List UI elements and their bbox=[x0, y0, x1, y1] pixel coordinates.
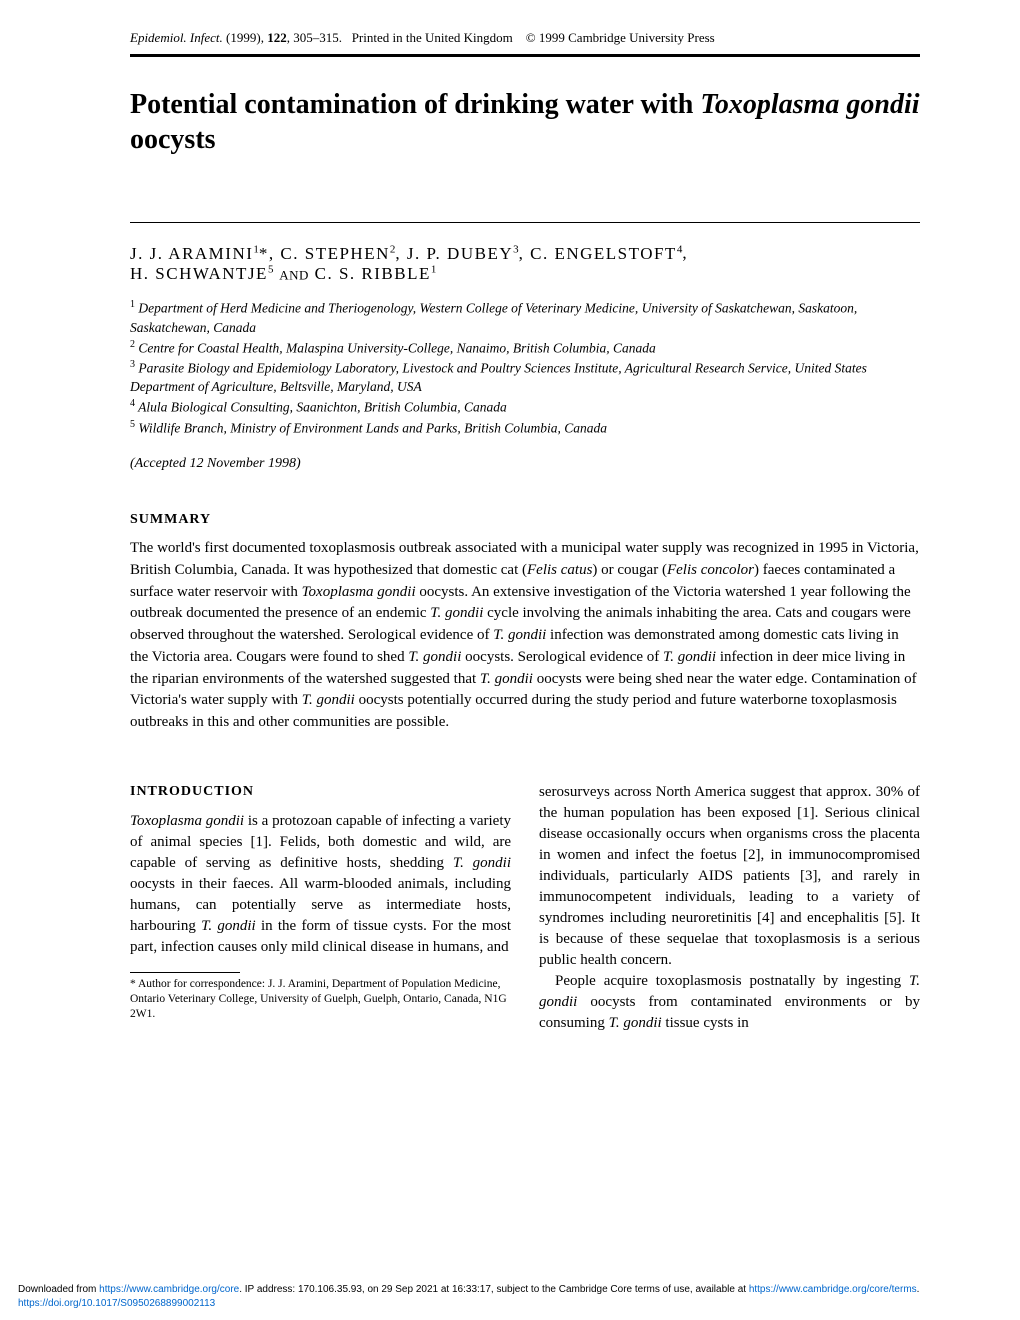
author: , C. ENGELSTOFT4 bbox=[519, 244, 683, 263]
intro-para-1: Toxoplasma gondii is a protozoan capable… bbox=[130, 811, 511, 958]
title-rule-bottom bbox=[130, 222, 920, 223]
author: *, C. STEPHEN2 bbox=[259, 244, 395, 263]
terms-link[interactable]: https://www.cambridge.org/core/terms bbox=[749, 1284, 917, 1295]
intro-heading: INTRODUCTION bbox=[130, 782, 511, 802]
affiliation: 3 Parasite Biology and Epidemiology Labo… bbox=[130, 358, 920, 397]
doi-link[interactable]: https://doi.org/10.1017/S095026889900211… bbox=[18, 1298, 215, 1309]
author: C. S. RIBBLE1 bbox=[309, 264, 437, 283]
corresponding-author-footnote: * Author for correspondence: J. J. Arami… bbox=[130, 977, 511, 1022]
column-right: serosurveys across North America suggest… bbox=[539, 782, 920, 1034]
affiliation: 5 Wildlife Branch, Ministry of Environme… bbox=[130, 418, 920, 438]
affiliation: 4 Alula Biological Consulting, Saanichto… bbox=[130, 397, 920, 417]
summary-text: The world's first documented toxoplasmos… bbox=[130, 538, 920, 734]
footnote-rule bbox=[130, 972, 240, 973]
article-title: Potential contamination of drinking wate… bbox=[130, 87, 920, 157]
journal-header: Epidemiol. Infect. (1999), 122, 305–315.… bbox=[130, 30, 920, 46]
download-footer: Downloaded from https://www.cambridge.or… bbox=[18, 1283, 1002, 1310]
affiliations: 1 Department of Herd Medicine and Therio… bbox=[130, 298, 920, 438]
authors-block: J. J. ARAMINI1*, C. STEPHEN2, J. P. DUBE… bbox=[130, 243, 920, 284]
accepted-date: (Accepted 12 November 1998) bbox=[130, 456, 920, 472]
intro-para-1-cont: serosurveys across North America suggest… bbox=[539, 782, 920, 971]
affiliation: 1 Department of Herd Medicine and Therio… bbox=[130, 298, 920, 337]
intro-para-2: People acquire toxoplasmosis postnatally… bbox=[539, 971, 920, 1034]
author: , J. P. DUBEY3 bbox=[395, 244, 518, 263]
affiliation: 2 Centre for Coastal Health, Malaspina U… bbox=[130, 338, 920, 358]
cambridge-core-link[interactable]: https://www.cambridge.org/core bbox=[99, 1284, 239, 1295]
author: H. SCHWANTJE5 bbox=[130, 264, 273, 283]
author: J. J. ARAMINI1 bbox=[130, 244, 259, 263]
body-columns: INTRODUCTION Toxoplasma gondii is a prot… bbox=[130, 782, 920, 1034]
journal-abbrev: Epidemiol. Infect. bbox=[130, 30, 223, 45]
summary-heading: SUMMARY bbox=[130, 512, 920, 528]
column-left: INTRODUCTION Toxoplasma gondii is a prot… bbox=[130, 782, 511, 1034]
title-rule-top bbox=[130, 54, 920, 57]
